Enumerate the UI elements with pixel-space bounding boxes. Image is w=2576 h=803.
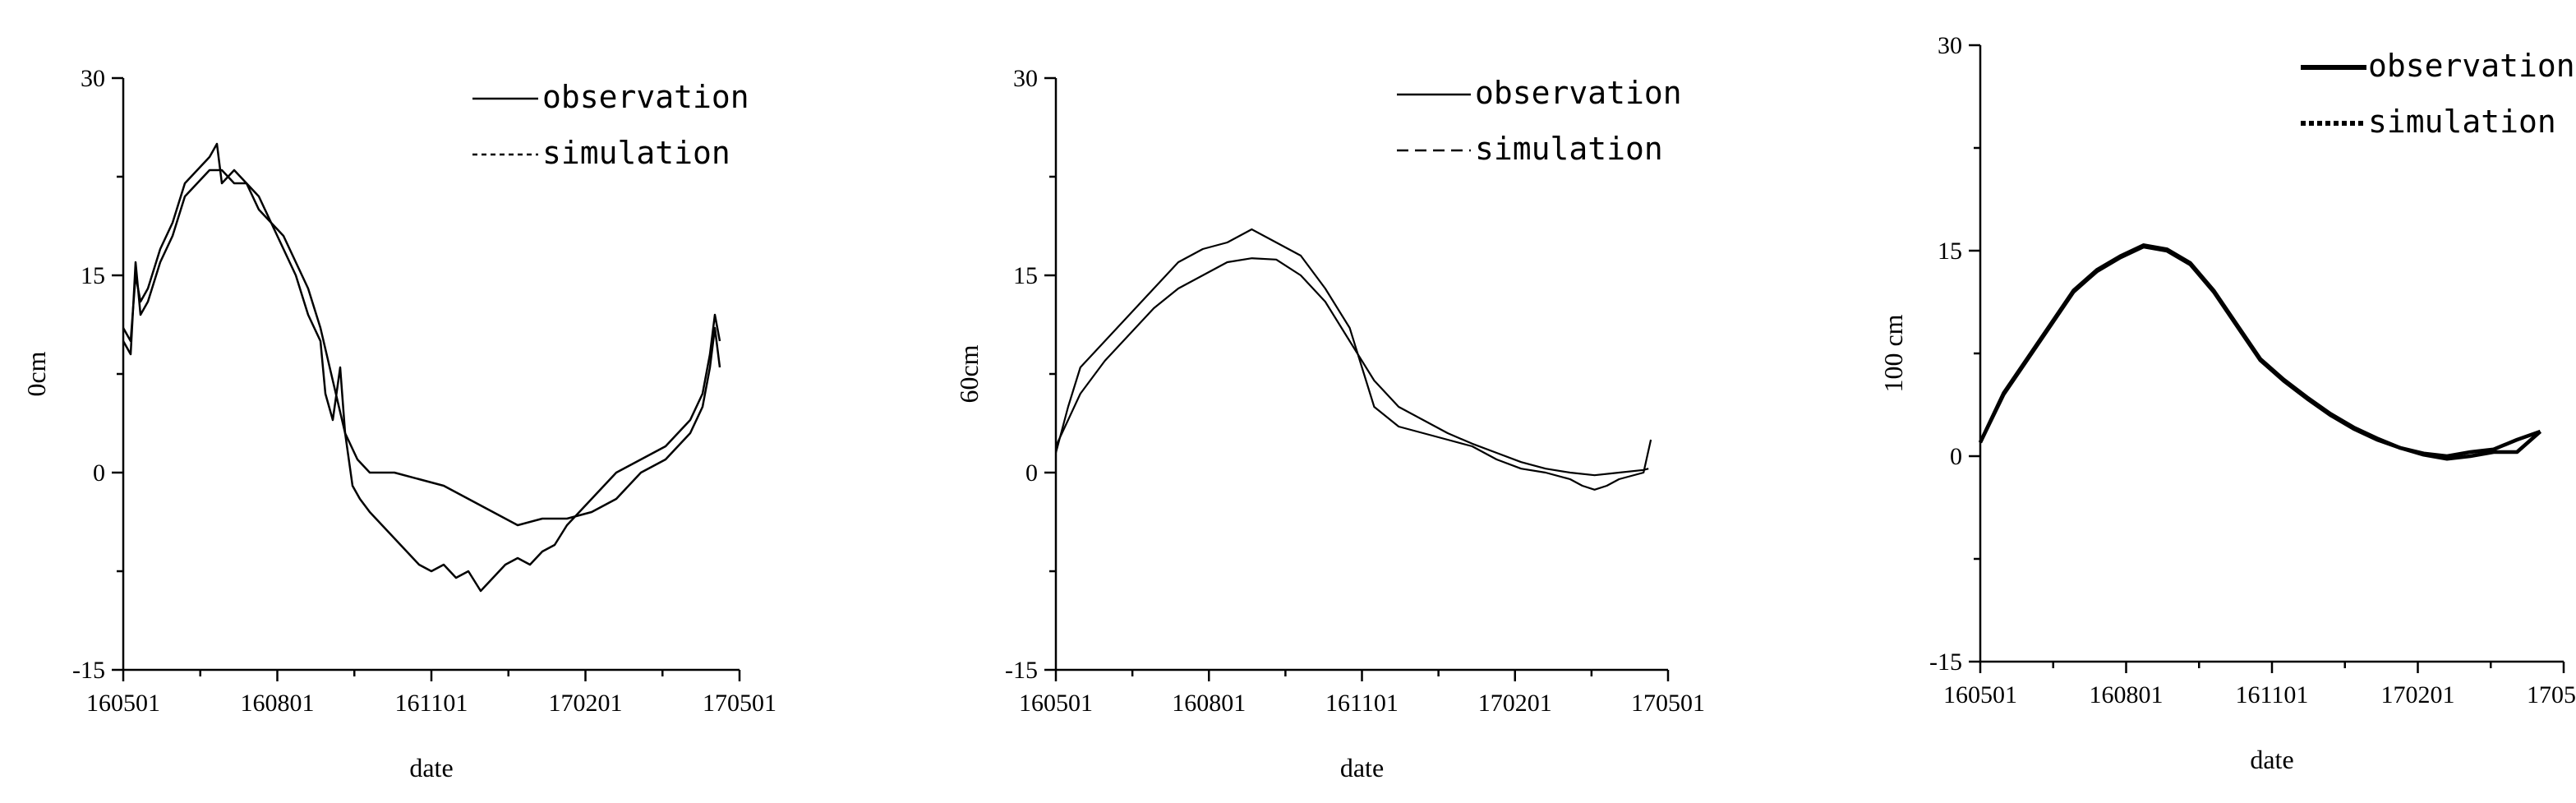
chart-panel-1: 30 15 0 -15 160501 160801 161101 170201 170501 da… [21, 65, 776, 782]
x-axis-label: date [2250, 745, 2293, 774]
legend-label-observation: observation [1475, 75, 1682, 111]
x-tick-label: 170501 [1631, 690, 1705, 717]
x-axis-label: date [1340, 753, 1384, 782]
x-tick-label: 170201 [1478, 690, 1552, 717]
y-tick-label: 0 [1025, 459, 1038, 487]
y-tick-label: 15 [1938, 238, 1962, 265]
x-tick-label: 170501 [2527, 681, 2576, 708]
chart-panel-3: 30 15 0 -15 160501 160801 161101 170201 170501 da… [1878, 32, 2576, 774]
x-tick-label: 161101 [2236, 681, 2309, 708]
x-tick-label: 160501 [1943, 681, 2017, 708]
x-tick-label: 170201 [549, 690, 623, 717]
x-tick-label: 160801 [1172, 690, 1246, 717]
series-line-simulation [1978, 243, 2542, 461]
x-tick-label: 160801 [241, 690, 315, 717]
series-line-observation [1978, 244, 2541, 459]
x-tick-label: 170201 [2381, 681, 2455, 708]
y-tick-label: 0 [93, 459, 105, 487]
x-tick-label: 160801 [2090, 681, 2164, 708]
x-tick-label: 161101 [1325, 690, 1399, 717]
x-tick-label: 160501 [1019, 690, 1093, 717]
y-axis-label: 0cm [21, 351, 51, 396]
x-tick-label: 161101 [395, 690, 468, 717]
legend-label-observation: observation [2368, 48, 2575, 84]
series-line-simulation [1054, 228, 1652, 491]
y-tick-label: 30 [81, 65, 105, 92]
x-axis-label: date [409, 753, 453, 782]
y-tick-label: 15 [1013, 262, 1038, 289]
y-tick-label: 0 [1950, 443, 1962, 470]
y-tick-label: 15 [81, 262, 105, 289]
legend-label-simulation: simulation [2368, 104, 2556, 140]
legend-label-observation: observation [542, 79, 749, 115]
x-tick-label: 170501 [703, 690, 776, 717]
series-line-simulation [122, 142, 721, 593]
y-tick-label: -15 [1929, 648, 1962, 676]
y-axis-label: 60cm [954, 344, 984, 403]
y-tick-label: -15 [1005, 657, 1038, 684]
x-tick-label: 160501 [86, 690, 160, 717]
chart-panel-2: 30 15 0 -15 160501 160801 161101 170201 170501 da… [954, 65, 1705, 782]
y-tick-label: 30 [1938, 32, 1962, 59]
series-line-observation [1055, 257, 1649, 477]
series-line-observation [122, 168, 721, 527]
y-tick-label: -15 [72, 657, 105, 684]
y-tick-label: 30 [1013, 65, 1038, 92]
legend-label-simulation: simulation [542, 135, 730, 171]
y-axis-label: 100 cm [1878, 314, 1908, 392]
legend-label-simulation: simulation [1475, 131, 1663, 167]
